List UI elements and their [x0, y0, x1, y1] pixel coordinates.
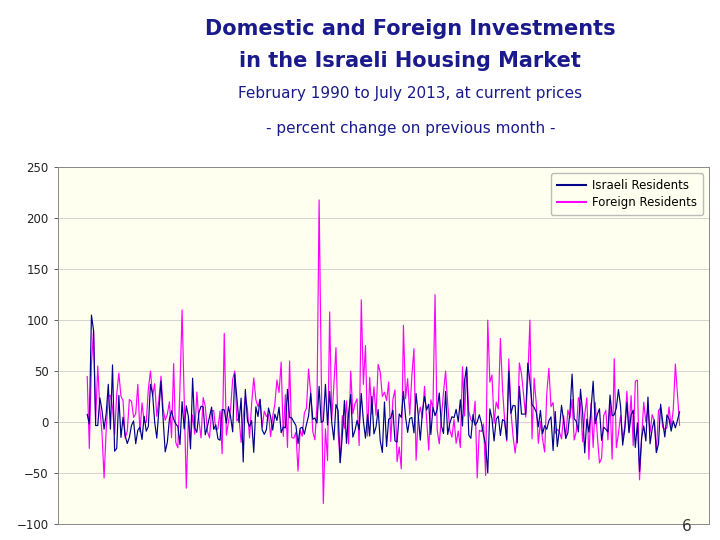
Israeli Residents [249, 449, 258, 456]
Foreign Residents [127, 398, 136, 404]
Israeli Residents [675, 409, 684, 415]
Israeli Residents [606, 392, 614, 398]
Israeli Residents [424, 401, 433, 408]
Line: Foreign Residents: Foreign Residents [87, 200, 680, 503]
Israeli Residents [130, 418, 138, 424]
Foreign Residents [319, 500, 328, 507]
Israeli Residents [483, 470, 492, 476]
Israeli Residents [220, 407, 228, 413]
Foreign Residents [315, 197, 323, 203]
Foreign Residents [496, 335, 505, 342]
Text: in the Israeli Housing Market: in the Israeli Housing Market [240, 51, 581, 71]
Foreign Residents [606, 397, 614, 404]
Legend: Israeli Residents, Foreign Residents: Israeli Residents, Foreign Residents [551, 173, 703, 215]
Israeli Residents [83, 411, 91, 417]
Text: - percent change on previous month -: - percent change on previous month - [266, 122, 555, 137]
Text: February 1990 to July 2013, at current prices: February 1990 to July 2013, at current p… [238, 86, 582, 102]
Foreign Residents [248, 401, 256, 407]
Line: Israeli Residents: Israeli Residents [87, 315, 680, 473]
Israeli Residents [87, 312, 96, 318]
Text: 6: 6 [681, 518, 691, 534]
Israeli Residents [496, 432, 505, 438]
Foreign Residents [675, 422, 684, 428]
Text: Domestic and Foreign Investments: Domestic and Foreign Investments [205, 19, 616, 39]
Foreign Residents [83, 373, 91, 380]
Foreign Residents [218, 450, 227, 457]
Foreign Residents [426, 396, 435, 403]
